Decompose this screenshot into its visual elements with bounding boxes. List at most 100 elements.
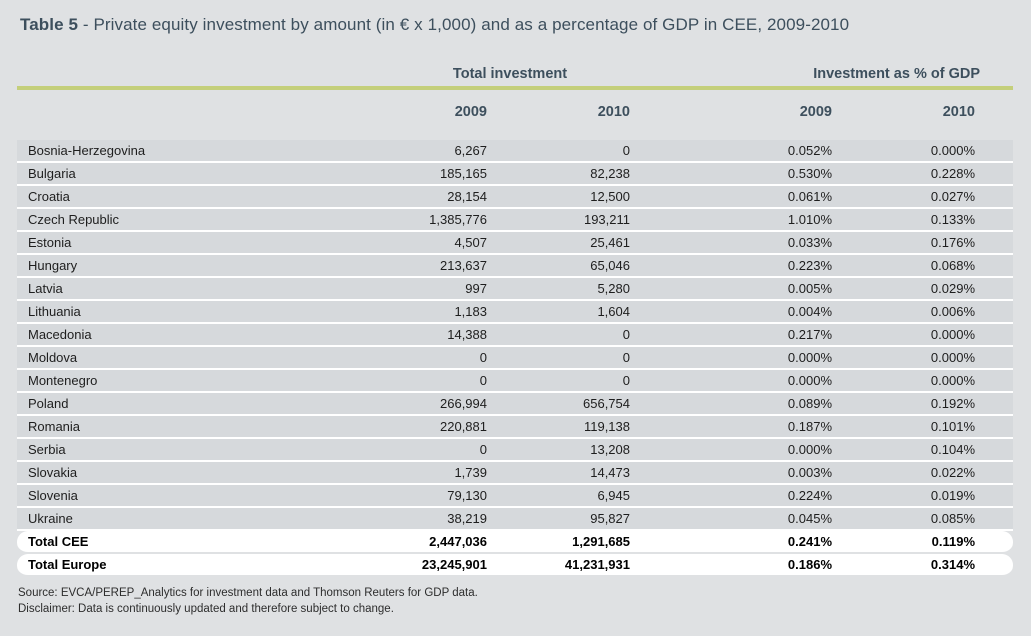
country-cell: Ukraine	[17, 508, 287, 531]
inv-2009-cell: 266,994	[287, 393, 487, 416]
row-filler-cell	[975, 324, 1013, 347]
gdp-2010-cell: 0.022%	[832, 462, 975, 485]
table-row: Croatia 28,154 12,500 0.061% 0.027%	[17, 186, 1013, 209]
row-filler-cell	[975, 554, 1013, 577]
inv-2009-cell: 1,183	[287, 301, 487, 324]
investment-table: 2009 2010 2009 2010 Bosnia-Herzegovina 6…	[17, 90, 1013, 577]
inv-2009-cell: 14,388	[287, 324, 487, 347]
inv-2010-cell: 14,473	[487, 462, 630, 485]
row-filler-cell	[975, 186, 1013, 209]
country-cell: Bosnia-Herzegovina	[17, 140, 287, 163]
inv-2009-cell: 6,267	[287, 140, 487, 163]
inv-2010-cell: 65,046	[487, 255, 630, 278]
country-cell: Moldova	[17, 347, 287, 370]
gdp-2009-cell: 0.186%	[630, 554, 832, 577]
gdp-2010-cell: 0.006%	[832, 301, 975, 324]
row-filler-cell	[975, 301, 1013, 324]
gdp-2009-cell: 0.061%	[630, 186, 832, 209]
row-filler-cell	[975, 462, 1013, 485]
inv-2010-cell: 1,604	[487, 301, 630, 324]
table-row: Poland 266,994 656,754 0.089% 0.192%	[17, 393, 1013, 416]
gdp-2009-cell: 0.005%	[630, 278, 832, 301]
country-cell: Macedonia	[17, 324, 287, 347]
gdp-2010-cell: 0.000%	[832, 324, 975, 347]
inv-2010-cell: 0	[487, 370, 630, 393]
table-title: Table 5 - Private equity investment by a…	[20, 15, 849, 35]
country-cell: Montenegro	[17, 370, 287, 393]
gdp-2010-cell: 0.068%	[832, 255, 975, 278]
gdp-2009-cell: 0.045%	[630, 508, 832, 531]
header-divider-line	[17, 86, 1013, 90]
year-header-gdp-2009: 2009	[799, 104, 832, 120]
year-header-gdp-2010: 2010	[942, 104, 975, 120]
inv-2009-cell: 0	[287, 439, 487, 462]
row-filler-cell	[975, 347, 1013, 370]
gdp-2009-cell: 0.000%	[630, 347, 832, 370]
table-title-text: - Private equity investment by amount (i…	[78, 15, 850, 34]
gdp-2009-cell: 0.223%	[630, 255, 832, 278]
gdp-2010-cell: 0.104%	[832, 439, 975, 462]
country-cell: Croatia	[17, 186, 287, 209]
row-filler-cell	[975, 140, 1013, 163]
gdp-2010-cell: 0.228%	[832, 163, 975, 186]
inv-2009-cell: 213,637	[287, 255, 487, 278]
gdp-2009-cell: 0.033%	[630, 232, 832, 255]
row-filler-cell	[975, 508, 1013, 531]
gdp-2009-cell: 0.003%	[630, 462, 832, 485]
gdp-2009-cell: 1.010%	[630, 209, 832, 232]
gdp-2009-cell: 0.000%	[630, 439, 832, 462]
country-cell: Lithuania	[17, 301, 287, 324]
gdp-2009-cell: 0.530%	[630, 163, 832, 186]
inv-2009-cell: 220,881	[287, 416, 487, 439]
table-notes: Source: EVCA/PEREP_Analytics for investm…	[18, 585, 478, 617]
inv-2009-cell: 1,385,776	[287, 209, 487, 232]
gdp-2009-cell: 0.004%	[630, 301, 832, 324]
row-filler-cell	[975, 255, 1013, 278]
table-row: Romania 220,881 119,138 0.187% 0.101%	[17, 416, 1013, 439]
gdp-2010-cell: 0.000%	[832, 370, 975, 393]
country-cell: Estonia	[17, 232, 287, 255]
year-header-row: 2009 2010 2009 2010	[17, 90, 1013, 140]
gdp-2010-cell: 0.192%	[832, 393, 975, 416]
table-row: Serbia 0 13,208 0.000% 0.104%	[17, 439, 1013, 462]
row-filler-cell	[975, 370, 1013, 393]
country-cell: Czech Republic	[17, 209, 287, 232]
inv-2009-cell: 0	[287, 347, 487, 370]
row-filler-cell	[975, 209, 1013, 232]
table-row: Czech Republic 1,385,776 193,211 1.010% …	[17, 209, 1013, 232]
gdp-2009-cell: 0.089%	[630, 393, 832, 416]
gdp-2010-cell: 0.019%	[832, 485, 975, 508]
inv-2010-cell: 119,138	[487, 416, 630, 439]
gdp-2010-cell: 0.000%	[832, 347, 975, 370]
gdp-2010-cell: 0.314%	[832, 554, 975, 577]
inv-2009-cell: 79,130	[287, 485, 487, 508]
table-row: Macedonia 14,388 0 0.217% 0.000%	[17, 324, 1013, 347]
group-header-investment-gdp: Investment as % of GDP	[813, 66, 980, 82]
gdp-2010-cell: 0.029%	[832, 278, 975, 301]
row-filler-cell	[975, 485, 1013, 508]
source-note: Source: EVCA/PEREP_Analytics for investm…	[18, 587, 478, 599]
inv-2010-cell: 95,827	[487, 508, 630, 531]
inv-2010-cell: 25,461	[487, 232, 630, 255]
inv-2010-cell: 12,500	[487, 186, 630, 209]
country-cell: Hungary	[17, 255, 287, 278]
table-row: Bosnia-Herzegovina 6,267 0 0.052% 0.000%	[17, 140, 1013, 163]
inv-2010-cell: 0	[487, 324, 630, 347]
gdp-2009-cell: 0.224%	[630, 485, 832, 508]
row-filler-cell	[975, 278, 1013, 301]
country-cell: Poland	[17, 393, 287, 416]
gdp-2009-cell: 0.000%	[630, 370, 832, 393]
inv-2010-cell: 41,231,931	[487, 554, 630, 577]
group-header-total-investment: Total investment	[452, 66, 568, 82]
table-row: Slovakia 1,739 14,473 0.003% 0.022%	[17, 462, 1013, 485]
gdp-2010-cell: 0.027%	[832, 186, 975, 209]
inv-2009-cell: 997	[287, 278, 487, 301]
total-row: Total Europe 23,245,901 41,231,931 0.186…	[17, 554, 1013, 577]
table-row: Ukraine 38,219 95,827 0.045% 0.085%	[17, 508, 1013, 531]
inv-2010-cell: 0	[487, 347, 630, 370]
inv-2010-cell: 1,291,685	[487, 531, 630, 554]
country-cell: Latvia	[17, 278, 287, 301]
total-row: Total CEE 2,447,036 1,291,685 0.241% 0.1…	[17, 531, 1013, 554]
gdp-2009-cell: 0.241%	[630, 531, 832, 554]
year-header-inv-2010: 2010	[597, 104, 630, 120]
